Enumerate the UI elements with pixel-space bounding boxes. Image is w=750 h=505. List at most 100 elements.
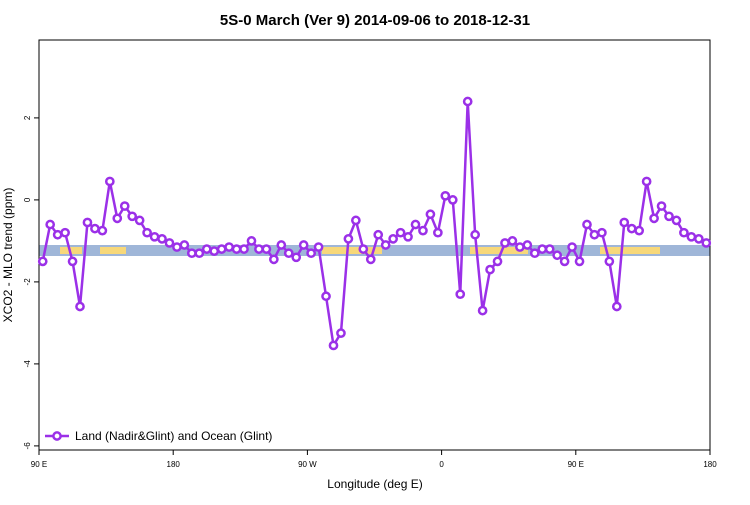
point <box>477 305 488 316</box>
point <box>686 231 697 242</box>
point <box>440 190 451 201</box>
point <box>119 201 130 211</box>
point <box>321 291 331 302</box>
point <box>589 229 600 240</box>
point <box>507 236 518 246</box>
point <box>231 244 242 254</box>
point <box>447 195 458 205</box>
point <box>67 256 78 267</box>
point <box>462 96 473 107</box>
point <box>671 215 682 226</box>
point <box>328 340 339 351</box>
point <box>37 256 48 267</box>
point <box>455 289 466 300</box>
point <box>634 225 645 236</box>
point <box>283 248 294 259</box>
x-tick-label: 180 <box>703 460 717 469</box>
point <box>298 240 309 250</box>
point <box>164 238 175 248</box>
x-axis-label: Longitude (deg E) <box>327 477 422 491</box>
point <box>239 244 249 254</box>
x-tick-label: 90 W <box>298 460 317 469</box>
point <box>52 229 63 240</box>
point <box>261 244 272 254</box>
point <box>679 227 689 238</box>
point <box>97 225 108 236</box>
point <box>157 234 167 244</box>
point <box>127 211 138 222</box>
point <box>60 227 70 238</box>
y-tick-label: -4 <box>23 360 32 368</box>
point <box>567 242 577 252</box>
point <box>194 248 205 259</box>
x-tick-label: 0 <box>439 460 444 469</box>
point <box>433 227 443 238</box>
point <box>276 240 287 250</box>
point <box>425 209 436 220</box>
y-tick-label: -6 <box>23 442 32 450</box>
point <box>186 248 197 259</box>
band-land <box>470 247 528 254</box>
x-tick-label: 180 <box>167 460 181 469</box>
point <box>410 219 421 230</box>
point <box>403 231 413 242</box>
point <box>224 242 234 252</box>
point <box>544 244 555 254</box>
band-land <box>100 247 126 254</box>
point <box>134 215 145 226</box>
point <box>492 256 503 267</box>
point <box>313 242 324 252</box>
point <box>365 254 376 265</box>
point <box>351 215 361 226</box>
point <box>559 256 570 267</box>
point <box>537 244 548 254</box>
point <box>216 244 227 254</box>
point <box>619 217 630 228</box>
point <box>522 240 533 250</box>
point <box>142 227 152 238</box>
point <box>306 248 316 259</box>
point <box>604 256 615 267</box>
y-axis-label: XCO2 - MLO trend (ppm) <box>1 188 15 323</box>
x-tick-label: 90 E <box>568 460 584 469</box>
point <box>485 264 495 275</box>
x-tick-label: 90 E <box>31 460 47 469</box>
point <box>552 250 563 261</box>
point <box>254 244 264 254</box>
point <box>172 242 182 252</box>
point <box>209 246 220 256</box>
point <box>75 301 85 312</box>
band-land <box>600 247 660 254</box>
point <box>418 225 428 236</box>
point <box>641 176 652 187</box>
point <box>470 229 480 240</box>
point <box>269 254 279 265</box>
point <box>626 223 637 234</box>
legend-label: Land (Nadir&Glint) and Ocean (Glint) <box>75 429 272 443</box>
point <box>582 219 592 230</box>
point <box>693 234 704 244</box>
point <box>336 328 346 338</box>
point <box>104 176 115 187</box>
point <box>597 227 607 238</box>
point <box>611 301 622 312</box>
y-tick-label: 0 <box>23 197 32 202</box>
point <box>574 256 585 267</box>
point <box>246 236 257 246</box>
point <box>201 244 212 254</box>
point <box>179 240 190 250</box>
point <box>380 240 391 250</box>
point <box>82 217 93 228</box>
point <box>291 252 302 263</box>
point <box>656 201 667 211</box>
point <box>358 244 369 254</box>
chart-title: 5S-0 March (Ver 9) 2014-09-06 to 2018-12… <box>220 12 530 29</box>
point <box>701 238 712 248</box>
point <box>515 242 525 252</box>
point <box>373 229 384 240</box>
point <box>45 219 56 230</box>
point <box>149 231 160 242</box>
point <box>529 248 540 259</box>
y-tick-label: -2 <box>23 278 32 286</box>
